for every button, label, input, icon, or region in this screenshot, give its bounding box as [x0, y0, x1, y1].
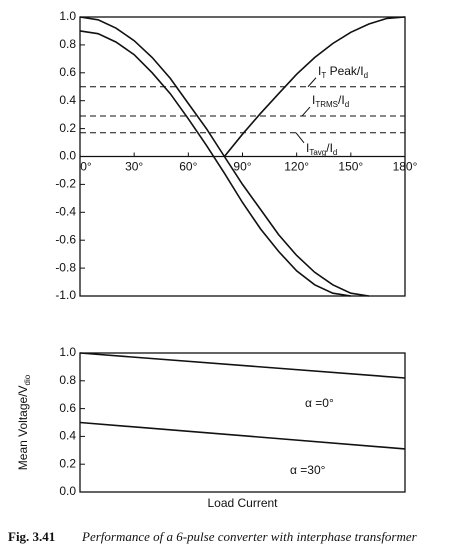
y-tick-label: 0.4: [59, 429, 76, 443]
label-pointer: [295, 132, 305, 144]
x-tick-label: 180°: [393, 160, 418, 174]
x-axis-label: Load Current: [207, 496, 278, 510]
x-tick-label: 90°: [233, 160, 251, 174]
reference-label-sub: d: [364, 71, 368, 80]
y-tick-label: 0.6: [59, 401, 76, 415]
reference-label-sub: TRMS: [315, 100, 338, 109]
reference-label-part: I: [312, 93, 315, 107]
x-tick-label: 30°: [125, 160, 143, 174]
y-tick-label: 1.0: [59, 345, 76, 359]
figure-caption: Performance of a 6-pulse converter with …: [81, 529, 418, 544]
x-tick-label: 120°: [284, 160, 309, 174]
y-tick-label: -0.6: [55, 232, 76, 246]
y-axis-label-part: Mean Voltage/V: [16, 385, 30, 470]
y-tick-label: 0.0: [59, 149, 76, 163]
y-tick-label: 0.8: [59, 373, 76, 387]
figure-number: Fig. 3.41: [8, 529, 55, 544]
reference-label-part: /I: [326, 141, 333, 155]
y-axis-label: Mean Voltage/Vdio: [16, 374, 32, 470]
series-label: α =0°: [305, 396, 334, 410]
reference-label: IT Peak/Id: [318, 64, 368, 80]
y-tick-label: 1.0: [59, 9, 76, 23]
y-tick-label: -1.0: [55, 288, 76, 302]
y-tick-label: 0.4: [59, 93, 76, 107]
series-line: [79, 30, 351, 297]
y-tick-label: 0.8: [59, 37, 76, 51]
y-tick-label: 0.2: [59, 121, 76, 135]
reference-label-part: Peak/I: [326, 64, 363, 78]
x-tick-label: 150°: [338, 160, 363, 174]
y-tick-label: 0.6: [59, 65, 76, 79]
y-tick-label: -0.8: [55, 260, 76, 274]
y-tick-label: -0.2: [55, 177, 76, 191]
series-line: [79, 352, 406, 379]
x-tick-label: 60°: [179, 160, 197, 174]
reference-label-part: I: [306, 141, 309, 155]
y-tick-label: 0.0: [59, 484, 76, 498]
reference-label-sub: d: [333, 148, 337, 157]
series-line: [223, 16, 406, 158]
reference-label-sub: d: [345, 100, 349, 109]
reference-label-sub: T: [321, 71, 326, 80]
reference-label-part: /I: [338, 93, 345, 107]
x-tick-label: 0°: [80, 160, 92, 174]
reference-label-sub: Tavg: [309, 148, 326, 157]
y-tick-label: -0.4: [55, 204, 76, 218]
reference-label-part: I: [318, 64, 321, 78]
label-pointer: [301, 106, 311, 117]
reference-label: ITRMS/Id: [312, 93, 349, 109]
y-axis-label-sub: dio: [23, 374, 32, 385]
series-line: [79, 421, 406, 450]
series-label: α =30°: [290, 463, 326, 477]
y-tick-label: 0.2: [59, 456, 76, 470]
reference-label: ITavg/Id: [306, 141, 337, 157]
label-pointer: [307, 77, 317, 88]
